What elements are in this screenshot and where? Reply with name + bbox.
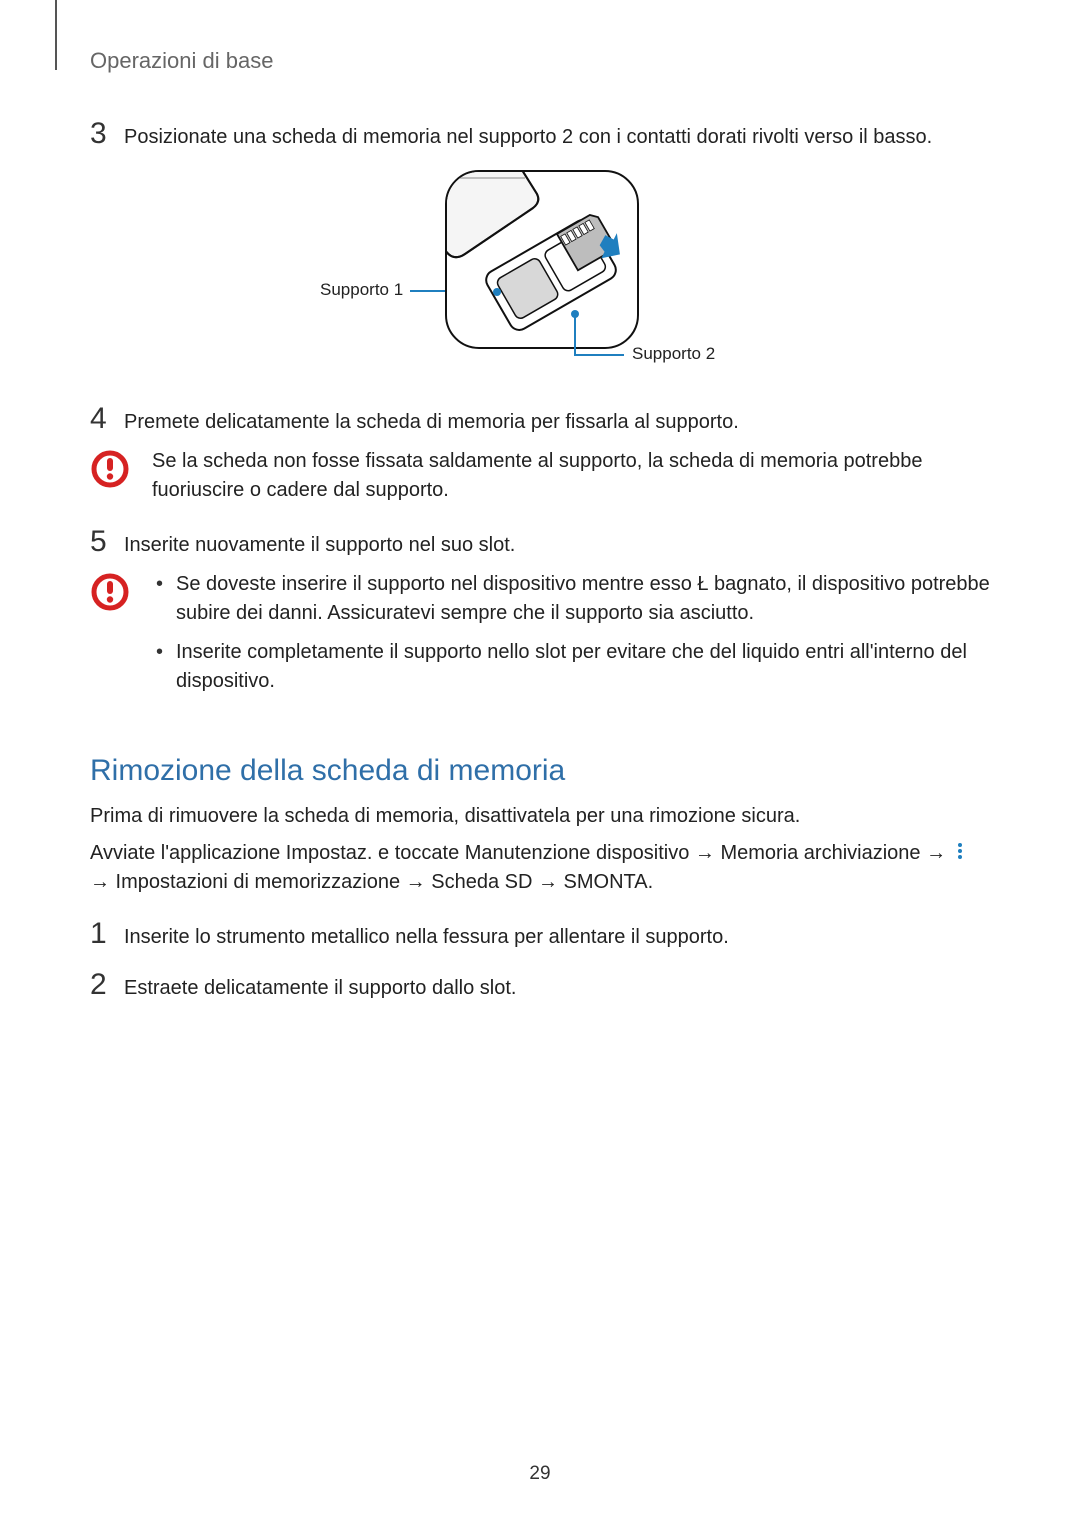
page: Operazioni di base 3 Posizionate una sch… [0, 0, 1080, 1527]
warning-text: Se la scheda non fosse fissata saldament… [152, 447, 990, 505]
figure-box [445, 170, 639, 349]
warning-list: Se doveste inserire il supporto nel disp… [152, 570, 990, 706]
figure-label-right: Supporto 2 [632, 344, 715, 364]
step-2b: 2 Estraete delicatamente il supporto dal… [90, 970, 990, 1003]
leader-line [574, 354, 624, 356]
step-number: 4 [90, 404, 124, 434]
warning-callout: Se la scheda non fosse fissata saldament… [90, 447, 990, 505]
step-text: Posizionate una scheda di memoria nel su… [124, 119, 990, 152]
warning-icon [90, 570, 130, 612]
step-number: 1 [90, 919, 124, 949]
step-4: 4 Premete delicatamente la scheda di mem… [90, 404, 990, 437]
warning-bullet: Se doveste inserire il supporto nel disp… [152, 570, 990, 628]
step-5: 5 Inserite nuovamente il supporto nel su… [90, 527, 990, 560]
path-pre: Avviate l'applicazione Impostaz. e tocca… [90, 842, 952, 864]
path-post: → Impostazioni di memorizzazione → Sched… [90, 871, 653, 893]
tray-illustration-svg [447, 172, 637, 347]
figure: Supporto 1 [90, 170, 990, 390]
paragraph-path: Avviate l'applicazione Impostaz. e tocca… [90, 839, 990, 897]
step-text: Inserite nuovamente il supporto nel suo … [124, 527, 990, 560]
warning-bullet: Inserite completamente il supporto nello… [152, 638, 990, 696]
step-number: 3 [90, 119, 124, 149]
page-number: 29 [0, 1463, 1080, 1485]
step-3: 3 Posizionate una scheda di memoria nel … [90, 119, 990, 152]
step-number: 2 [90, 970, 124, 1000]
step-text: Inserite lo strumento metallico nella fe… [124, 919, 990, 952]
step-1b: 1 Inserite lo strumento metallico nella … [90, 919, 990, 952]
warning-icon [90, 447, 130, 489]
leader-line [574, 312, 576, 354]
step-text: Estraete delicatamente il supporto dallo… [124, 970, 990, 1003]
margin-rule [55, 0, 57, 70]
paragraph: Prima di rimuovere la scheda di memoria,… [90, 802, 990, 831]
more-options-icon [956, 841, 964, 861]
step-number: 5 [90, 527, 124, 557]
warning-callout: Se doveste inserire il supporto nel disp… [90, 570, 990, 706]
page-header: Operazioni di base [90, 48, 990, 74]
section-heading: Rimozione della scheda di memoria [90, 754, 990, 788]
figure-label-left: Supporto 1 [320, 280, 403, 300]
step-text: Premete delicatamente la scheda di memor… [124, 404, 990, 437]
figure-inner: Supporto 1 [280, 170, 800, 390]
